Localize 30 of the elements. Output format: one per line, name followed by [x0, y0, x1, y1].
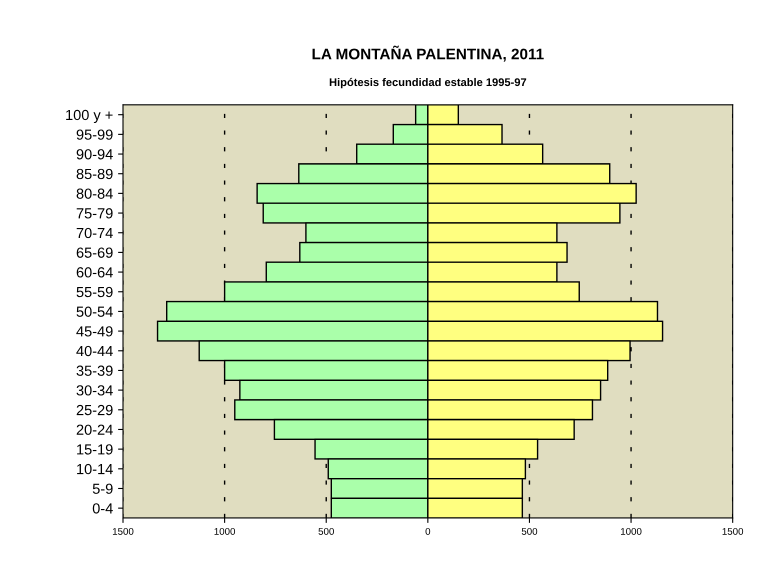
x-tick-label: 0	[426, 528, 430, 535]
y-tick-label: 20-24	[76, 424, 113, 435]
y-tick-label: 70-74	[76, 228, 113, 238]
chart-subtitle: Hipótesis fecundidad estable 1995-97	[330, 78, 526, 88]
y-tick-label: 10-14	[77, 464, 113, 474]
y-tick-label: 25-29	[76, 404, 113, 416]
y-tick-label: 75-79	[76, 208, 113, 218]
x-tick-label: 1500	[112, 528, 134, 535]
x-tick-label: 1000	[214, 528, 236, 535]
chart-title: LA MONTAÑA PALENTINA, 2011	[312, 46, 544, 62]
y-tick-label: 95-99	[76, 129, 113, 140]
y-tick-label: 35-39	[76, 366, 113, 376]
y-tick-label: 90-94	[76, 149, 113, 160]
y-tick-label: 15-19	[77, 444, 113, 455]
y-tick-label: 30-34	[76, 385, 113, 396]
y-tick-label: 50-54	[76, 306, 113, 317]
y-tick-label: 65-69	[76, 248, 113, 258]
y-tick-label: 0-4	[92, 503, 113, 514]
x-tick-label: 1000	[620, 528, 642, 535]
x-tick-label: 500	[318, 528, 334, 535]
y-tick-label: 40-44	[76, 346, 113, 356]
y-tick-label: 85-89	[76, 168, 113, 180]
y-tick-label: 60-64	[76, 267, 113, 278]
y-tick-label: 100 y +	[66, 110, 113, 124]
x-tick-label: 1500	[722, 528, 744, 535]
y-tick-label: 80-84	[76, 188, 113, 199]
y-tick-label: 45-49	[76, 326, 113, 337]
y-tick-label: 5-9	[92, 484, 113, 494]
y-tick-label: 55-59	[76, 286, 113, 298]
x-tick-label: 500	[522, 528, 538, 535]
